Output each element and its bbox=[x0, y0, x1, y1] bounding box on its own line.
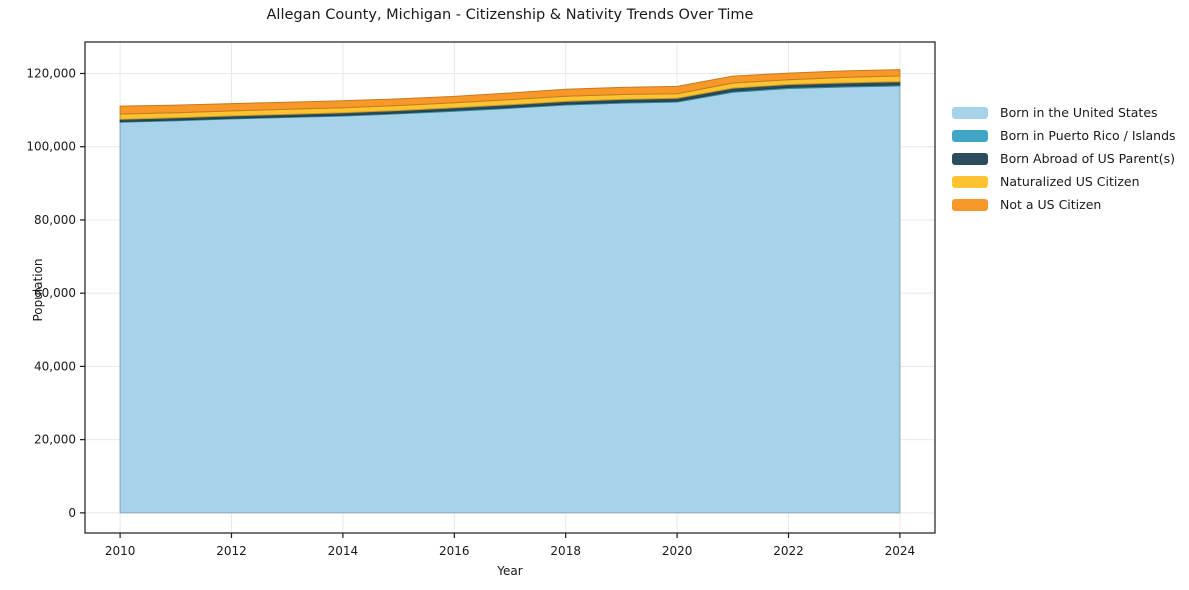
y-tick-label: 60,000 bbox=[34, 286, 76, 300]
legend-item: Born in Puerto Rico / Islands bbox=[952, 127, 1176, 145]
y-tick-label: 120,000 bbox=[26, 66, 76, 80]
legend: Born in the United States Born in Puerto … bbox=[952, 104, 1176, 219]
x-tick-label: 2010 bbox=[105, 544, 136, 558]
legend-label: Born in Puerto Rico / Islands bbox=[1000, 128, 1176, 143]
legend-label: Born Abroad of US Parent(s) bbox=[1000, 151, 1175, 166]
y-tick-label: 80,000 bbox=[34, 213, 76, 227]
x-tick-label: 2016 bbox=[439, 544, 470, 558]
legend-label: Born in the United States bbox=[1000, 105, 1158, 120]
legend-label: Naturalized US Citizen bbox=[1000, 174, 1140, 189]
x-tick-label: 2024 bbox=[885, 544, 916, 558]
x-tick-label: 2012 bbox=[216, 544, 247, 558]
y-tick-label: 40,000 bbox=[34, 359, 76, 373]
y-tick-label: 100,000 bbox=[26, 140, 76, 154]
area-not-a-us-citizen bbox=[119, 69, 901, 115]
y-tick-label: 20,000 bbox=[34, 433, 76, 447]
plot-border bbox=[84, 41, 936, 534]
x-axis-label: Year bbox=[497, 564, 523, 578]
chart-title: Allegan County, Michigan - Citizenship &… bbox=[266, 7, 754, 23]
x-tick-label: 2020 bbox=[662, 544, 693, 558]
legend-item: Naturalized US Citizen bbox=[952, 173, 1176, 191]
legend-swatch bbox=[952, 107, 988, 119]
x-tick-label: 2014 bbox=[328, 544, 359, 558]
legend-item: Born Abroad of US Parent(s) bbox=[952, 150, 1176, 168]
legend-swatch bbox=[952, 130, 988, 142]
x-tick-label: 2018 bbox=[550, 544, 581, 558]
legend-swatch bbox=[952, 199, 988, 211]
area-born-in-the-united-states bbox=[119, 85, 901, 514]
y-tick-label: 0 bbox=[68, 506, 76, 520]
legend-swatch bbox=[952, 153, 988, 165]
legend-item: Not a US Citizen bbox=[952, 196, 1176, 214]
legend-swatch bbox=[952, 176, 988, 188]
legend-label: Not a US Citizen bbox=[1000, 197, 1102, 212]
x-tick-label: 2022 bbox=[773, 544, 804, 558]
y-axis-label: Population bbox=[31, 258, 45, 322]
legend-item: Born in the United States bbox=[952, 104, 1176, 122]
